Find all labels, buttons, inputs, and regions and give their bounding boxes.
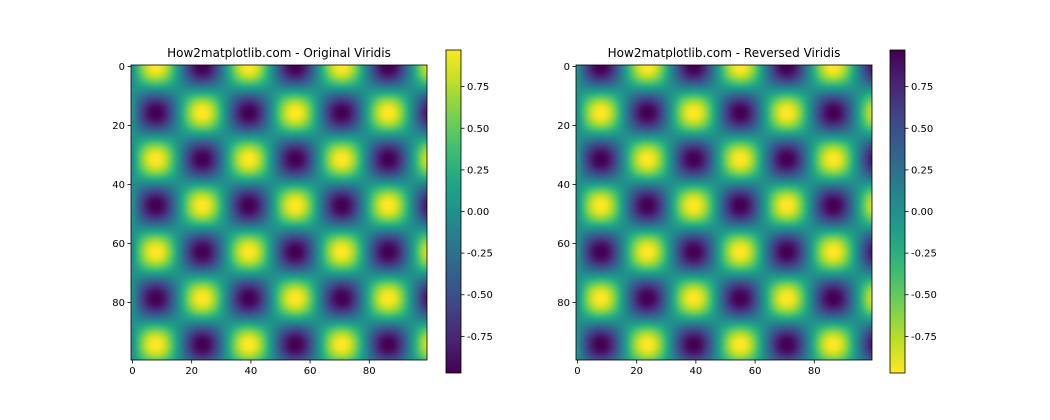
colorbar-tick-label: 0.50 <box>911 124 933 135</box>
colorbar-tick-label: 0.00 <box>911 207 933 218</box>
y-tick-label: 60 <box>557 239 570 250</box>
x-tick-label: 0 <box>574 366 580 377</box>
colorbar-tick-label: 0.00 <box>467 207 489 218</box>
y-tick-label: 40 <box>557 180 570 191</box>
y-tick-label: 0 <box>564 62 570 73</box>
plot-frame <box>575 64 873 361</box>
colorbar-gradient <box>446 50 461 373</box>
colorbar-tick-label: 0.75 <box>911 82 933 93</box>
colorbar-tick-label: -0.75 <box>911 332 937 343</box>
heatmap-image <box>131 65 427 360</box>
x-tick-label: 0 <box>129 366 135 377</box>
x-tick-label: 60 <box>304 366 317 377</box>
colorbar-tick-label: 0.75 <box>467 82 489 93</box>
chart-title: How2matplotlib.com - Reversed Viridis <box>608 46 841 60</box>
heatmap-image <box>576 65 872 360</box>
y-tick-label: 20 <box>112 121 125 132</box>
x-tick-label: 20 <box>185 366 198 377</box>
colorbar-tick-label: -0.50 <box>467 290 493 301</box>
x-tick-label: 80 <box>808 366 821 377</box>
colorbar-tick-label: 0.25 <box>467 165 489 176</box>
plot-frame <box>130 64 428 361</box>
y-tick-label: 60 <box>112 239 125 250</box>
chart-1: How2matplotlib.com - Original Viridis 0 20… <box>112 46 493 377</box>
colorbar-tick-label: -0.25 <box>467 249 493 260</box>
y-tick-label: 80 <box>557 298 570 309</box>
chart-2: How2matplotlib.com - Reversed Viridis 0 20… <box>557 46 937 377</box>
colorbar-tick-label: -0.75 <box>467 332 493 343</box>
colorbar-tick-label: 0.50 <box>467 124 489 135</box>
x-tick-label: 40 <box>245 366 258 377</box>
y-tick-label: 80 <box>112 298 125 309</box>
x-tick-label: 80 <box>363 366 376 377</box>
x-tick-label: 40 <box>690 366 703 377</box>
chart-title: How2matplotlib.com - Original Viridis <box>167 46 391 60</box>
colorbar: 0.75 0.50 0.25 0.00 -0.25 -0.50 -0.75 <box>889 49 937 374</box>
y-tick-label: 0 <box>119 62 125 73</box>
colorbar-tick-label: -0.50 <box>911 290 937 301</box>
colorbar-tick-label: -0.25 <box>911 249 937 260</box>
x-tick-label: 60 <box>749 366 762 377</box>
colorbar-tick-label: 0.25 <box>911 165 933 176</box>
colorbar-gradient <box>890 50 905 373</box>
colorbar: 0.75 0.50 0.25 0.00 -0.25 -0.50 -0.75 <box>445 49 493 374</box>
y-tick-label: 20 <box>557 121 570 132</box>
x-tick-label: 20 <box>630 366 643 377</box>
y-tick-label: 40 <box>112 180 125 191</box>
